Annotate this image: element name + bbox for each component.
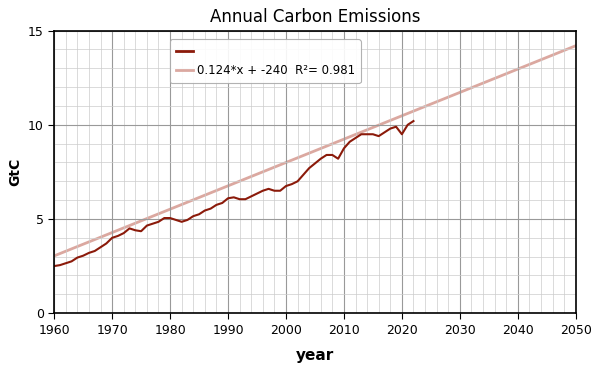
Y-axis label: GtC: GtC	[8, 158, 22, 186]
Legend: , 0.124*x + -240  R²= 0.981: , 0.124*x + -240 R²= 0.981	[170, 39, 361, 83]
X-axis label: year: year	[296, 348, 334, 363]
Title: Annual Carbon Emissions: Annual Carbon Emissions	[210, 8, 420, 26]
